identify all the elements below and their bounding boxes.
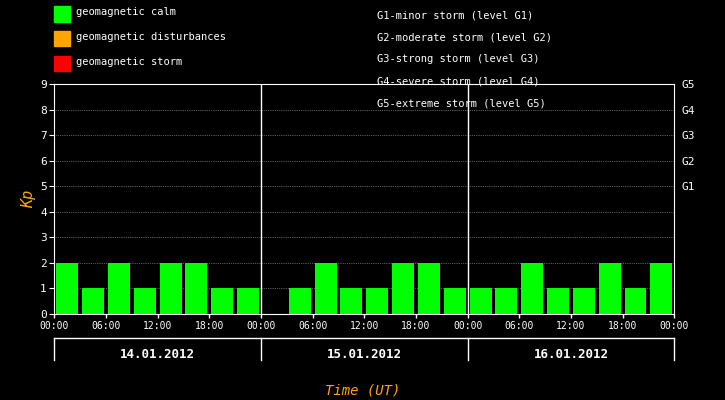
Bar [289,288,311,314]
Bar [315,263,336,314]
Bar [160,263,181,314]
Text: G5-extreme storm (level G5): G5-extreme storm (level G5) [377,98,546,108]
Text: G2-moderate storm (level G2): G2-moderate storm (level G2) [377,32,552,42]
Bar [341,288,362,314]
Bar [108,263,130,314]
Bar [444,288,465,314]
Text: G1-minor storm (level G1): G1-minor storm (level G1) [377,10,534,20]
Text: 15.01.2012: 15.01.2012 [327,348,402,360]
Bar [57,263,78,314]
Bar [599,263,621,314]
Text: G3-strong storm (level G3): G3-strong storm (level G3) [377,54,539,64]
Y-axis label: Kp: Kp [21,190,36,208]
Bar [82,288,104,314]
Bar [418,263,440,314]
Bar [366,288,388,314]
Bar [134,288,156,314]
Text: geomagnetic disturbances: geomagnetic disturbances [76,32,226,42]
Bar [521,263,543,314]
Bar [573,288,594,314]
Bar [211,288,233,314]
Text: geomagnetic storm: geomagnetic storm [76,57,183,67]
Bar [237,288,259,314]
Bar [547,288,569,314]
Text: G4-severe storm (level G4): G4-severe storm (level G4) [377,76,539,86]
Bar [470,288,492,314]
Text: 16.01.2012: 16.01.2012 [534,348,608,360]
Bar [650,263,672,314]
Bar [624,288,647,314]
Text: Time (UT): Time (UT) [325,383,400,397]
Bar [495,288,518,314]
Text: geomagnetic calm: geomagnetic calm [76,7,176,17]
Bar [186,263,207,314]
Bar [392,263,414,314]
Text: 14.01.2012: 14.01.2012 [120,348,195,360]
